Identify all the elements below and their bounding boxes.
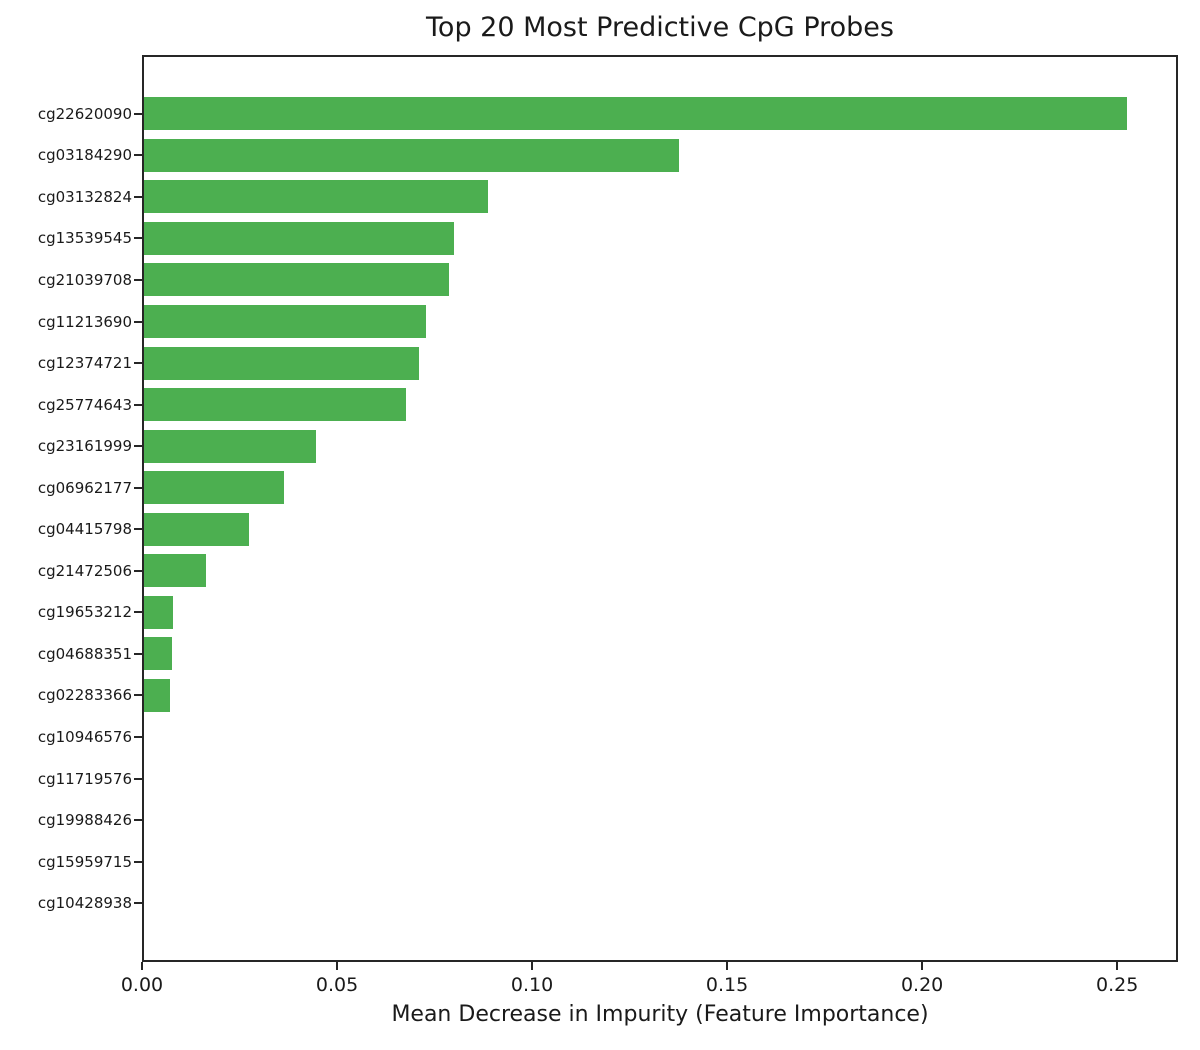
y-tick-label: cg11719576 <box>37 769 132 788</box>
x-tick-mark <box>336 962 339 970</box>
y-tick-label: cg12374721 <box>37 354 132 373</box>
x-tick-mark <box>141 962 143 970</box>
bar-cg06962177 <box>144 471 284 505</box>
y-tick-mark <box>134 528 142 531</box>
y-tick-mark <box>134 486 142 489</box>
y-tick-label: cg02283366 <box>37 686 132 705</box>
bar-cg21472506 <box>144 554 206 588</box>
y-tick-label: cg19988426 <box>37 811 132 830</box>
y-tick-label: cg10946576 <box>37 728 132 747</box>
bar-cg22620090 <box>144 97 1127 131</box>
y-tick-mark <box>134 569 142 572</box>
y-tick-mark <box>134 902 142 905</box>
y-tick-label: cg03132824 <box>37 187 132 206</box>
bar-cg21039708 <box>144 263 449 297</box>
y-tick-label: cg22620090 <box>37 104 132 123</box>
y-tick-mark <box>134 445 142 448</box>
bar-cg04415798 <box>144 512 249 546</box>
y-tick-mark <box>134 611 142 614</box>
y-tick-mark <box>134 154 142 157</box>
y-tick-label: cg06962177 <box>37 478 132 497</box>
x-tick-mark <box>726 962 729 970</box>
x-tick-label: 0.25 <box>1095 974 1139 996</box>
x-tick-mark <box>1116 962 1119 970</box>
y-tick-label: cg03184290 <box>37 146 132 165</box>
y-tick-label: cg19653212 <box>37 603 132 622</box>
y-tick-mark <box>134 652 142 655</box>
x-tick-label: 0.00 <box>120 974 164 996</box>
bar-cg02283366 <box>144 678 171 712</box>
x-tick-label: 0.05 <box>315 974 359 996</box>
y-tick-label: cg13539545 <box>37 229 132 248</box>
y-tick-mark <box>134 195 142 198</box>
y-tick-mark <box>134 237 142 240</box>
x-tick-label: 0.15 <box>705 974 749 996</box>
y-tick-label: cg10428938 <box>37 894 132 913</box>
y-tick-mark <box>134 819 142 822</box>
y-tick-label: cg23161999 <box>37 437 132 456</box>
bar-cg12374721 <box>144 346 419 380</box>
y-tick-label: cg11213690 <box>37 312 132 331</box>
y-tick-label: cg04688351 <box>37 644 132 663</box>
bar-cg04688351 <box>144 637 172 671</box>
bar-cg03184290 <box>144 138 679 172</box>
y-tick-mark <box>134 112 142 115</box>
y-tick-mark <box>134 777 142 780</box>
y-tick-label: cg21039708 <box>37 270 132 289</box>
chart-title: Top 20 Most Predictive CpG Probes <box>426 12 894 43</box>
bar-cg11213690 <box>144 305 427 339</box>
x-tick-label: 0.20 <box>900 974 944 996</box>
bar-cg19653212 <box>144 595 173 629</box>
x-tick-mark <box>531 962 534 970</box>
bar-cg23161999 <box>144 429 316 463</box>
bar-cg13539545 <box>144 221 454 255</box>
y-tick-mark <box>134 736 142 739</box>
x-tick-label: 0.10 <box>510 974 554 996</box>
y-tick-label: cg04415798 <box>37 520 132 539</box>
x-axis-label: Mean Decrease in Impurity (Feature Impor… <box>391 1002 929 1027</box>
y-tick-mark <box>134 320 142 323</box>
y-tick-mark <box>134 278 142 281</box>
bar-cg03132824 <box>144 180 488 214</box>
y-tick-label: cg25774643 <box>37 395 132 414</box>
y-tick-mark <box>134 403 142 406</box>
y-tick-mark <box>134 860 142 863</box>
y-tick-mark <box>134 362 142 365</box>
x-tick-mark <box>921 962 924 970</box>
y-tick-mark <box>134 694 142 697</box>
y-tick-label: cg21472506 <box>37 561 132 580</box>
y-tick-label: cg15959715 <box>37 852 132 871</box>
bar-cg25774643 <box>144 388 407 422</box>
